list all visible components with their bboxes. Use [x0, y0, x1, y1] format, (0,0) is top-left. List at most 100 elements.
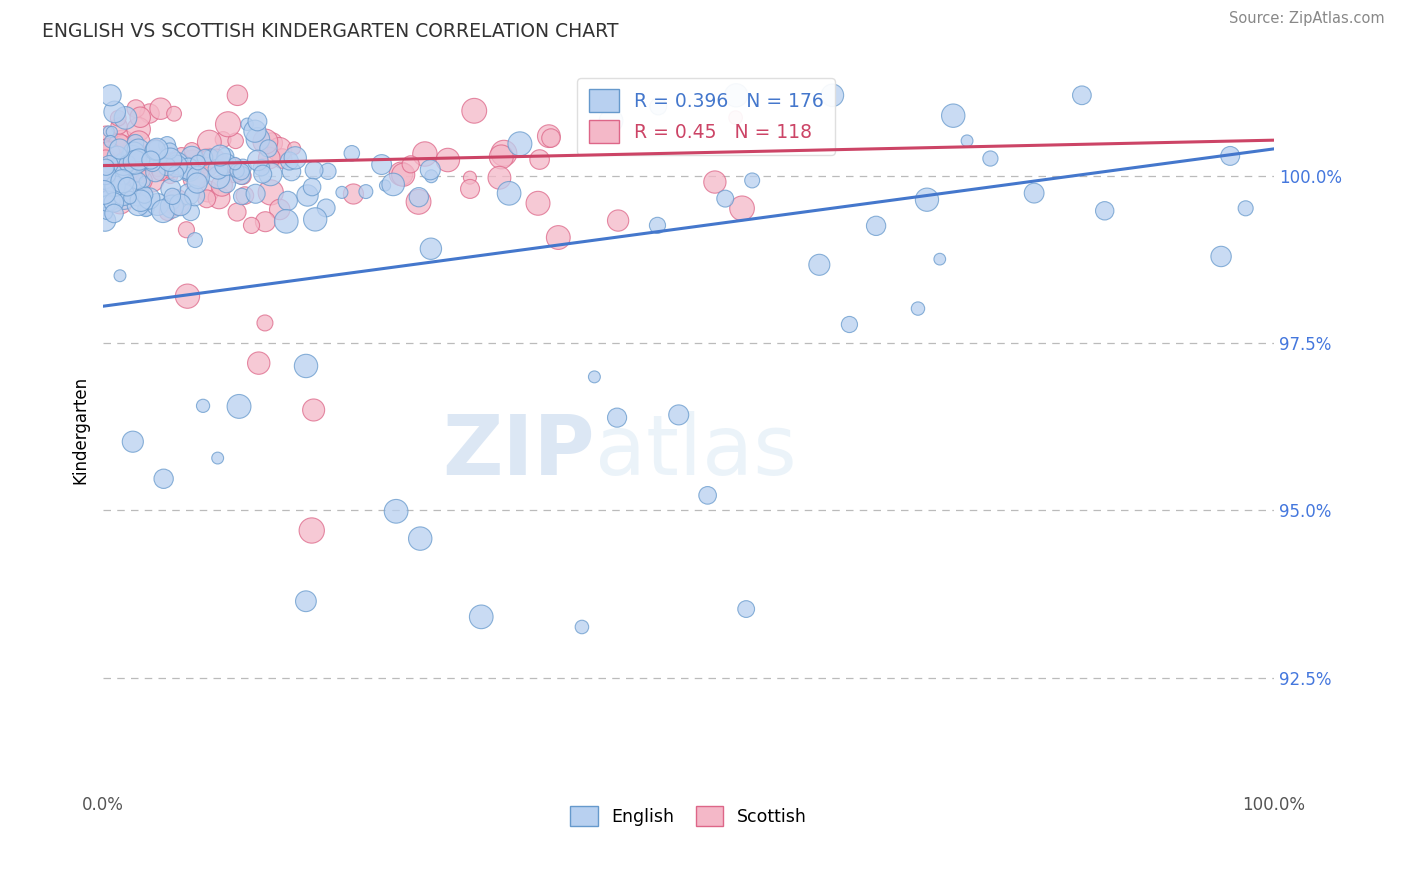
Point: [111, 138, 134, 153]
Point: [177, 187, 200, 202]
Point: [301, 524, 323, 538]
Point: [111, 161, 134, 176]
Point: [509, 136, 531, 151]
Text: ZIP: ZIP: [443, 411, 595, 492]
Point: [114, 157, 136, 171]
Point: [1094, 203, 1116, 218]
Point: [838, 318, 860, 332]
Point: [120, 162, 142, 177]
Point: [198, 153, 221, 167]
Point: [207, 170, 229, 185]
Point: [195, 161, 218, 175]
Point: [498, 186, 520, 201]
Point: [724, 111, 747, 125]
Point: [146, 162, 169, 177]
Point: [419, 242, 441, 256]
Point: [179, 162, 201, 177]
Point: [183, 188, 205, 202]
Point: [197, 185, 219, 199]
Point: [217, 117, 239, 131]
Point: [134, 187, 156, 202]
Point: [250, 161, 273, 175]
Point: [209, 148, 232, 162]
Point: [488, 170, 510, 185]
Point: [413, 147, 436, 161]
Point: [547, 230, 569, 244]
Point: [128, 153, 150, 167]
Point: [176, 166, 198, 180]
Point: [276, 214, 298, 228]
Point: [104, 163, 127, 178]
Point: [231, 169, 253, 183]
Point: [139, 153, 162, 167]
Point: [194, 154, 217, 169]
Point: [259, 151, 281, 165]
Point: [138, 153, 160, 168]
Point: [191, 399, 214, 413]
Point: [340, 146, 363, 161]
Point: [247, 356, 270, 370]
Point: [112, 187, 135, 202]
Point: [226, 205, 249, 219]
Point: [304, 212, 326, 227]
Point: [183, 155, 205, 169]
Point: [696, 488, 718, 502]
Point: [808, 258, 831, 272]
Point: [1234, 202, 1257, 216]
Point: [260, 186, 283, 200]
Point: [93, 170, 115, 185]
Point: [93, 147, 115, 161]
Point: [145, 142, 167, 156]
Point: [112, 154, 135, 169]
Point: [295, 594, 318, 608]
Point: [134, 175, 156, 189]
Point: [120, 159, 142, 173]
Point: [152, 472, 174, 486]
Point: [176, 223, 198, 237]
Point: [731, 202, 754, 216]
Text: ENGLISH VS SCOTTISH KINDERGARTEN CORRELATION CHART: ENGLISH VS SCOTTISH KINDERGARTEN CORRELA…: [42, 22, 619, 41]
Point: [607, 213, 630, 227]
Point: [143, 143, 166, 157]
Point: [458, 170, 481, 185]
Point: [100, 88, 122, 103]
Point: [236, 117, 259, 131]
Point: [124, 155, 146, 169]
Point: [245, 186, 267, 201]
Point: [165, 167, 187, 181]
Point: [100, 174, 122, 188]
Point: [463, 103, 485, 118]
Point: [163, 160, 186, 174]
Point: [94, 172, 117, 186]
Point: [111, 161, 134, 176]
Point: [741, 173, 763, 187]
Point: [246, 132, 269, 146]
Point: [117, 156, 139, 170]
Point: [129, 152, 152, 166]
Point: [149, 102, 172, 116]
Point: [399, 157, 422, 171]
Point: [101, 176, 124, 190]
Point: [112, 192, 135, 206]
Point: [94, 161, 117, 175]
Point: [226, 163, 249, 178]
Point: [233, 188, 256, 202]
Point: [187, 155, 209, 169]
Point: [101, 125, 124, 139]
Point: [122, 146, 145, 161]
Point: [571, 620, 593, 634]
Point: [97, 124, 120, 138]
Point: [187, 170, 209, 185]
Point: [254, 135, 277, 149]
Point: [583, 369, 606, 384]
Point: [232, 169, 254, 183]
Point: [121, 434, 143, 449]
Point: [277, 194, 299, 208]
Point: [301, 180, 323, 194]
Point: [262, 136, 284, 150]
Point: [420, 169, 443, 184]
Point: [131, 165, 153, 179]
Point: [114, 111, 136, 125]
Point: [1024, 186, 1046, 201]
Point: [156, 205, 179, 219]
